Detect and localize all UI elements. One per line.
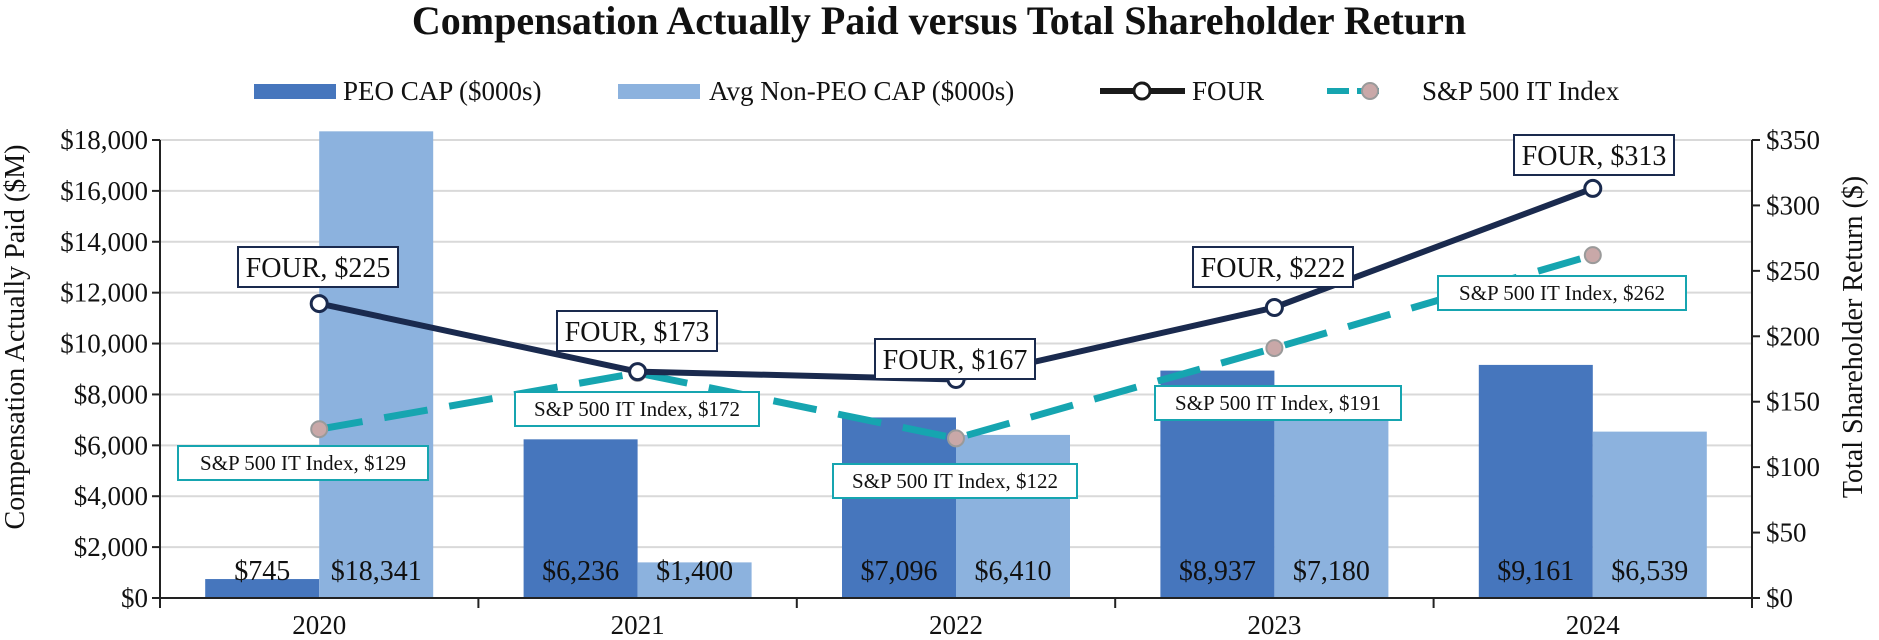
lines bbox=[309, 178, 1603, 448]
legend-swatch-avg-non-peo-cap bbox=[618, 84, 700, 99]
point-four-2020 bbox=[309, 294, 329, 314]
right-tick-label: $50 bbox=[1766, 518, 1807, 548]
left-tick-label: $12,000 bbox=[60, 278, 148, 308]
bar-peo-cap-2021 bbox=[523, 439, 638, 598]
chart-title: Compensation Actually Paid versus Total … bbox=[412, 0, 1466, 43]
legend-label-avg-non-peo-cap: Avg Non-PEO CAP ($000s) bbox=[709, 76, 1014, 106]
bar-peo-cap-2024 bbox=[1478, 364, 1593, 598]
left-tick-label: $8,000 bbox=[74, 379, 148, 409]
label-four-2023-box bbox=[1192, 246, 1354, 288]
bar-value-label: $7,096 bbox=[861, 556, 938, 587]
bar-value-label: $1,400 bbox=[656, 556, 733, 587]
label-sp500-2021-box bbox=[514, 391, 760, 427]
point-sp500-2024 bbox=[1583, 246, 1602, 265]
label-four-2020-box bbox=[237, 246, 399, 288]
point-sp500-2020 bbox=[310, 420, 329, 439]
bars bbox=[205, 131, 1707, 599]
label-four-2024-box bbox=[1513, 134, 1675, 176]
label-four-2024: FOUR, $313 bbox=[1522, 141, 1667, 172]
point-four-2021 bbox=[628, 362, 648, 382]
bar-labels: $745 $6,236 $7,096 $8,937 $9,161 $18,341 $1,40… bbox=[234, 556, 1688, 587]
legend-label-four: FOUR bbox=[1192, 76, 1264, 106]
bar-value-label: $6,539 bbox=[1611, 556, 1688, 587]
legend-swatch-peo-cap bbox=[254, 84, 336, 99]
label-four-2023: FOUR, $222 bbox=[1201, 253, 1346, 284]
x-tick-label: 2020 bbox=[292, 610, 346, 640]
bar-value-label: $7,180 bbox=[1293, 556, 1370, 587]
bar-value-label: $8,937 bbox=[1179, 556, 1256, 587]
bar-value-label: $745 bbox=[234, 556, 290, 587]
label-four-2021-box bbox=[556, 310, 718, 352]
bar-value-label: $6,236 bbox=[542, 556, 619, 587]
point-four-2024 bbox=[1583, 178, 1603, 198]
left-tick-label: $0 bbox=[121, 583, 148, 613]
label-sp500-2021: S&P 500 IT Index, $172 bbox=[534, 397, 740, 421]
left-tick-label: $16,000 bbox=[60, 176, 148, 206]
right-axis-ticks: $0 $50 $100 $150 $200 $250 $300 $350 bbox=[1752, 125, 1820, 613]
point-sp500-2022 bbox=[947, 429, 965, 448]
right-tick-label: $0 bbox=[1766, 583, 1793, 613]
left-tick-label: $18,000 bbox=[60, 125, 148, 155]
left-axis-ticks: $0 $2,000 $4,000 $6,000 $8,000 $10,000 $12,000… bbox=[60, 125, 160, 613]
label-sp500-2024: S&P 500 IT Index, $262 bbox=[1459, 281, 1665, 305]
label-sp500-2020: S&P 500 IT Index, $129 bbox=[200, 451, 406, 475]
label-sp500-2022: S&P 500 IT Index, $122 bbox=[852, 469, 1058, 493]
bar-value-label: $9,161 bbox=[1497, 556, 1574, 587]
left-tick-label: $4,000 bbox=[74, 481, 148, 511]
label-four-2021: FOUR, $173 bbox=[565, 317, 710, 348]
bar-avg-non-peo-cap-2024 bbox=[1592, 431, 1707, 598]
left-tick-label: $2,000 bbox=[74, 532, 148, 562]
x-tick-label: 2021 bbox=[611, 610, 665, 640]
bar-avg-non-peo-cap-2021 bbox=[637, 562, 752, 598]
legend-label-sp500: S&P 500 IT Index bbox=[1422, 76, 1620, 106]
left-tick-label: $6,000 bbox=[74, 430, 148, 460]
point-four-2023 bbox=[1264, 297, 1284, 317]
axes bbox=[159, 140, 1753, 599]
line-labels: FOUR, $225 FOUR, $173 FOUR, $167 FOUR, $222… bbox=[177, 134, 1687, 499]
bar-peo-cap-2020 bbox=[205, 579, 320, 598]
label-four-2022-box bbox=[874, 338, 1036, 380]
bar-avg-non-peo-cap-2020 bbox=[319, 131, 434, 599]
x-tick-label: 2023 bbox=[1247, 610, 1301, 640]
right-tick-label: $300 bbox=[1766, 190, 1820, 220]
label-sp500-2023: S&P 500 IT Index, $191 bbox=[1175, 391, 1381, 415]
label-sp500-2022-box bbox=[832, 463, 1078, 499]
legend: PEO CAP ($000s) Avg Non-PEO CAP ($000s) … bbox=[254, 76, 1620, 106]
right-tick-label: $150 bbox=[1766, 387, 1820, 417]
legend-marker-sp500 bbox=[1361, 82, 1379, 100]
right-tick-label: $250 bbox=[1766, 256, 1820, 286]
label-sp500-2024-box bbox=[1437, 275, 1687, 311]
legend-label-peo-cap: PEO CAP ($000s) bbox=[343, 76, 542, 106]
x-tick-label: 2022 bbox=[929, 610, 983, 640]
legend-marker-four bbox=[1132, 81, 1152, 101]
label-four-2020: FOUR, $225 bbox=[246, 253, 391, 284]
bar-peo-cap-2022 bbox=[842, 417, 956, 598]
bar-avg-non-peo-cap-2023 bbox=[1274, 415, 1389, 598]
left-tick-label: $14,000 bbox=[60, 227, 148, 257]
bar-avg-non-peo-cap-2022 bbox=[956, 434, 1070, 598]
point-sp500-2023 bbox=[1265, 339, 1284, 358]
label-sp500-2023-box bbox=[1154, 385, 1402, 421]
bar-value-label: $18,341 bbox=[331, 556, 422, 587]
left-tick-label: $10,000 bbox=[60, 329, 148, 359]
right-tick-label: $100 bbox=[1766, 452, 1820, 482]
label-sp500-2020-box bbox=[177, 445, 429, 481]
x-axis-ticks: 2020 2021 2022 2023 2024 bbox=[159, 598, 1753, 640]
right-tick-label: $350 bbox=[1766, 125, 1820, 155]
bar-value-label: $6,410 bbox=[975, 556, 1052, 587]
label-four-2022: FOUR, $167 bbox=[883, 345, 1028, 376]
right-tick-label: $200 bbox=[1766, 321, 1820, 351]
y-axis-title-right: Total Shareholder Return ($) bbox=[1838, 176, 1869, 498]
y-axis-title-left: Compensation Actually Paid ($M) bbox=[0, 145, 31, 530]
x-tick-label: 2024 bbox=[1566, 610, 1621, 640]
